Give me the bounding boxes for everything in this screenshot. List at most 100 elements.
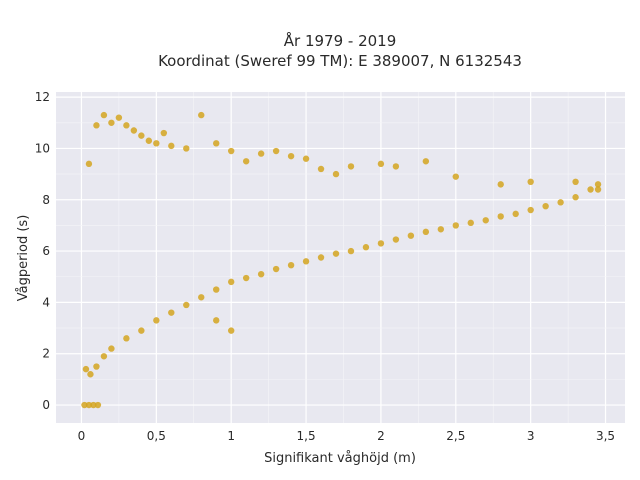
y-tick-label: 8 bbox=[42, 193, 50, 207]
data-point bbox=[257, 150, 265, 157]
data-point bbox=[130, 127, 138, 134]
data-point bbox=[198, 294, 205, 301]
data-point bbox=[82, 365, 90, 373]
data-point bbox=[347, 163, 355, 170]
plot-background bbox=[56, 92, 625, 423]
data-point bbox=[467, 219, 474, 227]
data-point bbox=[213, 317, 220, 324]
data-points bbox=[81, 111, 602, 409]
data-point bbox=[168, 309, 175, 316]
data-point bbox=[85, 160, 93, 168]
data-point bbox=[594, 181, 602, 188]
data-point bbox=[145, 137, 153, 144]
data-point bbox=[482, 217, 489, 224]
data-point bbox=[108, 345, 115, 352]
chart-title-line2: Koordinat (Sweref 99 TM): E 389007, N 61… bbox=[158, 52, 522, 70]
y-axis-ticks: 0 2 4 6 8 10 12 bbox=[35, 90, 50, 412]
x-tick-label: 1 bbox=[227, 429, 235, 443]
data-point bbox=[302, 258, 310, 265]
data-point bbox=[227, 278, 235, 286]
data-point bbox=[90, 401, 97, 409]
data-point bbox=[272, 147, 280, 155]
data-point bbox=[572, 178, 579, 186]
data-point bbox=[452, 173, 459, 180]
data-point bbox=[153, 140, 160, 147]
y-tick-label: 12 bbox=[35, 90, 50, 104]
data-point bbox=[198, 111, 205, 119]
data-point bbox=[153, 317, 160, 324]
data-point bbox=[183, 145, 190, 152]
chart-title-line1: År 1979 - 2019 bbox=[284, 31, 397, 50]
x-tick-label: 0,5 bbox=[147, 429, 166, 443]
data-point bbox=[317, 254, 325, 261]
data-point bbox=[572, 194, 579, 201]
data-point bbox=[257, 270, 265, 278]
data-point bbox=[242, 158, 250, 165]
data-point bbox=[422, 228, 430, 236]
y-tick-label: 0 bbox=[42, 398, 50, 412]
data-point bbox=[227, 327, 235, 334]
data-point bbox=[542, 202, 549, 210]
data-point bbox=[272, 265, 280, 273]
x-tick-label: 2 bbox=[377, 429, 385, 443]
data-point bbox=[317, 165, 325, 173]
data-point bbox=[123, 335, 130, 342]
x-tick-label: 3,5 bbox=[596, 429, 615, 443]
data-point bbox=[115, 114, 123, 121]
data-point bbox=[213, 140, 220, 147]
y-axis-label: Vågperiod (s) bbox=[16, 215, 31, 302]
data-point bbox=[497, 213, 504, 220]
data-point bbox=[392, 236, 400, 243]
data-point bbox=[332, 250, 340, 257]
data-point bbox=[437, 226, 445, 233]
data-point bbox=[93, 363, 100, 370]
data-point bbox=[422, 158, 430, 165]
data-point bbox=[527, 206, 534, 214]
data-point bbox=[377, 240, 385, 247]
y-tick-label: 4 bbox=[42, 295, 50, 309]
data-point bbox=[138, 327, 145, 334]
grid-lines bbox=[56, 92, 625, 423]
data-point bbox=[377, 160, 385, 168]
data-point bbox=[85, 401, 93, 409]
data-point bbox=[100, 111, 108, 119]
data-point bbox=[332, 170, 340, 178]
data-point bbox=[138, 132, 145, 139]
data-point bbox=[594, 186, 602, 193]
data-point bbox=[527, 178, 534, 186]
y-tick-label: 6 bbox=[42, 244, 50, 258]
data-point bbox=[183, 301, 190, 309]
data-point bbox=[512, 210, 519, 218]
x-tick-label: 0 bbox=[78, 429, 86, 443]
x-axis-label: Signifikant våghöjd (m) bbox=[264, 451, 416, 466]
data-point bbox=[242, 274, 250, 282]
data-point bbox=[347, 247, 355, 255]
data-point bbox=[407, 232, 415, 239]
data-point bbox=[213, 286, 220, 293]
y-tick-label: 2 bbox=[42, 347, 50, 361]
data-point bbox=[392, 163, 400, 170]
data-point bbox=[587, 186, 594, 193]
data-point bbox=[287, 261, 295, 269]
data-point bbox=[100, 353, 108, 360]
data-point bbox=[452, 222, 459, 229]
data-point bbox=[94, 401, 102, 409]
x-axis-ticks: 0 0,5 1 1,5 2 2,5 3 3,5 bbox=[78, 429, 615, 443]
data-point bbox=[81, 401, 88, 409]
data-point bbox=[108, 119, 115, 126]
data-point bbox=[287, 152, 295, 160]
data-point bbox=[557, 199, 564, 206]
data-point bbox=[123, 122, 130, 129]
data-point bbox=[87, 371, 94, 378]
x-tick-label: 2,5 bbox=[446, 429, 465, 443]
y-tick-label: 10 bbox=[35, 141, 50, 155]
x-tick-label: 1,5 bbox=[297, 429, 316, 443]
data-point bbox=[168, 142, 175, 150]
x-tick-label: 3 bbox=[527, 429, 535, 443]
data-point bbox=[497, 181, 504, 188]
data-point bbox=[160, 129, 168, 137]
data-point bbox=[362, 244, 370, 251]
data-point bbox=[93, 122, 100, 129]
data-point bbox=[302, 155, 310, 162]
